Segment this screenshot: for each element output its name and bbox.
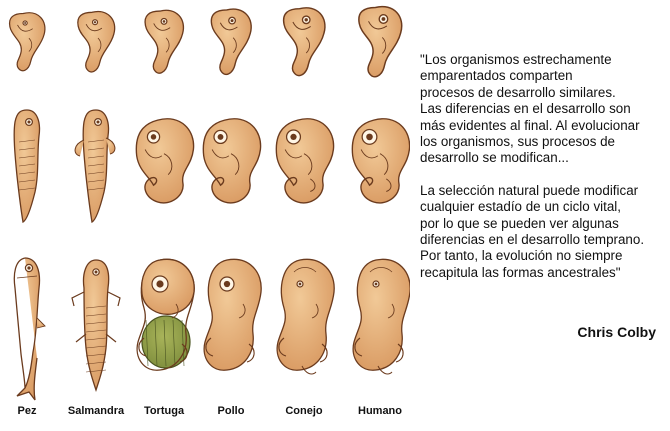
embryo-salmandra-late xyxy=(71,259,121,393)
embryo-pollo-middle xyxy=(202,118,262,204)
quote-author: Chris Colby xyxy=(577,324,656,340)
label-pollo: Pollo xyxy=(217,405,245,417)
embryo-pez-middle xyxy=(13,109,41,223)
embryo-salmandra-middle xyxy=(74,109,116,223)
quote-paragraph-2: La selección natural puede modificar cua… xyxy=(420,182,645,280)
embryo-comparison-figure xyxy=(8,5,410,401)
embryo-tortuga-middle xyxy=(135,118,195,204)
embryo-salmandra-early xyxy=(77,10,116,73)
label-pez: Pez xyxy=(17,405,37,417)
embryo-pez-early xyxy=(8,12,46,72)
embryo-tortuga-early xyxy=(144,9,185,74)
quote-paragraph-1: "Los organismos estrechamente emparentad… xyxy=(420,52,640,166)
embryo-humano-early xyxy=(358,5,403,78)
embryo-humano-middle xyxy=(351,118,410,204)
label-conejo: Conejo xyxy=(285,405,323,417)
label-salmandra: Salmandra xyxy=(67,405,125,417)
embryo-humano-late xyxy=(352,258,410,375)
embryo-tortuga-late xyxy=(136,258,195,371)
embryo-conejo-early xyxy=(282,7,326,77)
label-tortuga: Tortuga xyxy=(143,405,185,417)
embryo-pollo-early xyxy=(210,8,252,76)
embryo-conejo-middle xyxy=(275,118,335,204)
embryo-pez-late xyxy=(13,257,46,401)
embryo-pollo-late xyxy=(203,258,262,371)
label-humano: Humano xyxy=(358,405,402,417)
quote-block: "Los organismos estrechamente emparentad… xyxy=(420,52,666,297)
embryo-conejo-late xyxy=(276,258,335,375)
